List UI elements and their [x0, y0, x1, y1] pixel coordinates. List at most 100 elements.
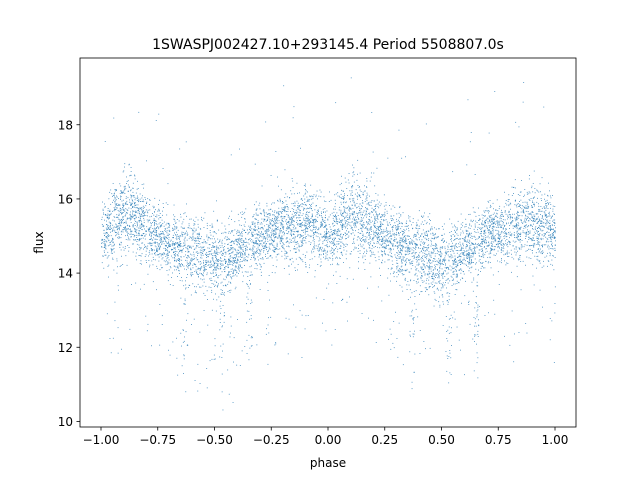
data-point [269, 208, 271, 210]
data-point [332, 258, 334, 259]
data-point [366, 249, 368, 251]
data-point [442, 325, 444, 326]
data-point [265, 216, 267, 218]
data-point [201, 249, 203, 251]
data-point [114, 206, 116, 208]
data-point [382, 233, 384, 234]
data-point [179, 148, 181, 150]
data-point [323, 248, 325, 250]
data-point [395, 227, 397, 229]
data-point [183, 213, 185, 215]
data-point [285, 193, 287, 195]
data-point [195, 237, 197, 239]
data-point [272, 239, 273, 241]
data-point [269, 222, 271, 224]
data-point [466, 241, 468, 243]
data-point [205, 262, 207, 263]
data-point [541, 218, 543, 219]
data-point [470, 262, 472, 264]
data-point [528, 231, 529, 233]
data-point [345, 243, 347, 245]
data-point [211, 225, 213, 227]
data-point [397, 248, 398, 250]
data-point [399, 243, 401, 245]
data-point [445, 263, 446, 265]
data-point [292, 215, 294, 217]
data-point [353, 239, 354, 241]
data-point [290, 190, 292, 192]
data-point [450, 246, 451, 247]
data-point [145, 230, 147, 231]
data-point [126, 218, 128, 220]
data-point [343, 216, 345, 217]
data-point [416, 228, 418, 229]
data-point [311, 221, 313, 223]
data-point [109, 229, 110, 230]
data-point [252, 246, 254, 248]
data-point [192, 258, 194, 260]
data-point [297, 241, 298, 242]
data-point [335, 215, 336, 217]
data-point [169, 240, 171, 242]
data-point [341, 215, 343, 217]
data-point [314, 209, 316, 211]
data-point [347, 217, 349, 218]
data-point [499, 224, 500, 226]
data-point [453, 268, 455, 269]
data-point [103, 213, 105, 215]
data-point [142, 242, 144, 244]
data-point [314, 232, 316, 233]
data-point [297, 230, 299, 232]
data-point [358, 236, 359, 238]
data-point [468, 263, 470, 265]
data-point [137, 210, 139, 212]
data-point [220, 260, 222, 262]
data-point [275, 233, 277, 235]
data-point [553, 255, 554, 257]
data-point [411, 388, 413, 390]
data-point [195, 286, 197, 288]
data-point [531, 245, 533, 246]
data-point [491, 236, 493, 238]
data-point [391, 267, 393, 269]
data-point [312, 236, 314, 238]
data-point [412, 265, 414, 266]
data-point [304, 222, 306, 224]
data-point [282, 242, 284, 244]
data-point [448, 295, 450, 297]
data-point [517, 258, 519, 260]
data-point [151, 223, 152, 225]
data-point [418, 255, 420, 257]
data-point [388, 294, 390, 296]
data-point [432, 234, 434, 236]
data-point [544, 193, 546, 195]
data-point [152, 264, 154, 266]
data-point [323, 250, 324, 252]
data-point [425, 287, 427, 289]
data-point [362, 227, 364, 229]
data-point [402, 259, 404, 261]
data-point [325, 214, 326, 216]
data-point [260, 266, 262, 268]
data-point [332, 248, 334, 250]
data-point [382, 241, 384, 242]
data-point [385, 235, 387, 237]
data-point [233, 234, 235, 236]
data-point [155, 246, 157, 248]
data-point [428, 283, 430, 285]
data-point [261, 227, 263, 228]
data-point [274, 210, 276, 212]
data-point [178, 249, 180, 250]
data-point [252, 222, 254, 224]
data-point [506, 233, 508, 235]
data-point [325, 201, 327, 202]
data-point [160, 255, 162, 257]
data-point [183, 242, 184, 244]
data-point [306, 196, 308, 198]
data-point [289, 250, 291, 252]
data-point [343, 244, 345, 246]
data-point [168, 269, 170, 271]
data-point [356, 179, 358, 181]
data-point [133, 218, 135, 219]
data-point [128, 163, 130, 165]
